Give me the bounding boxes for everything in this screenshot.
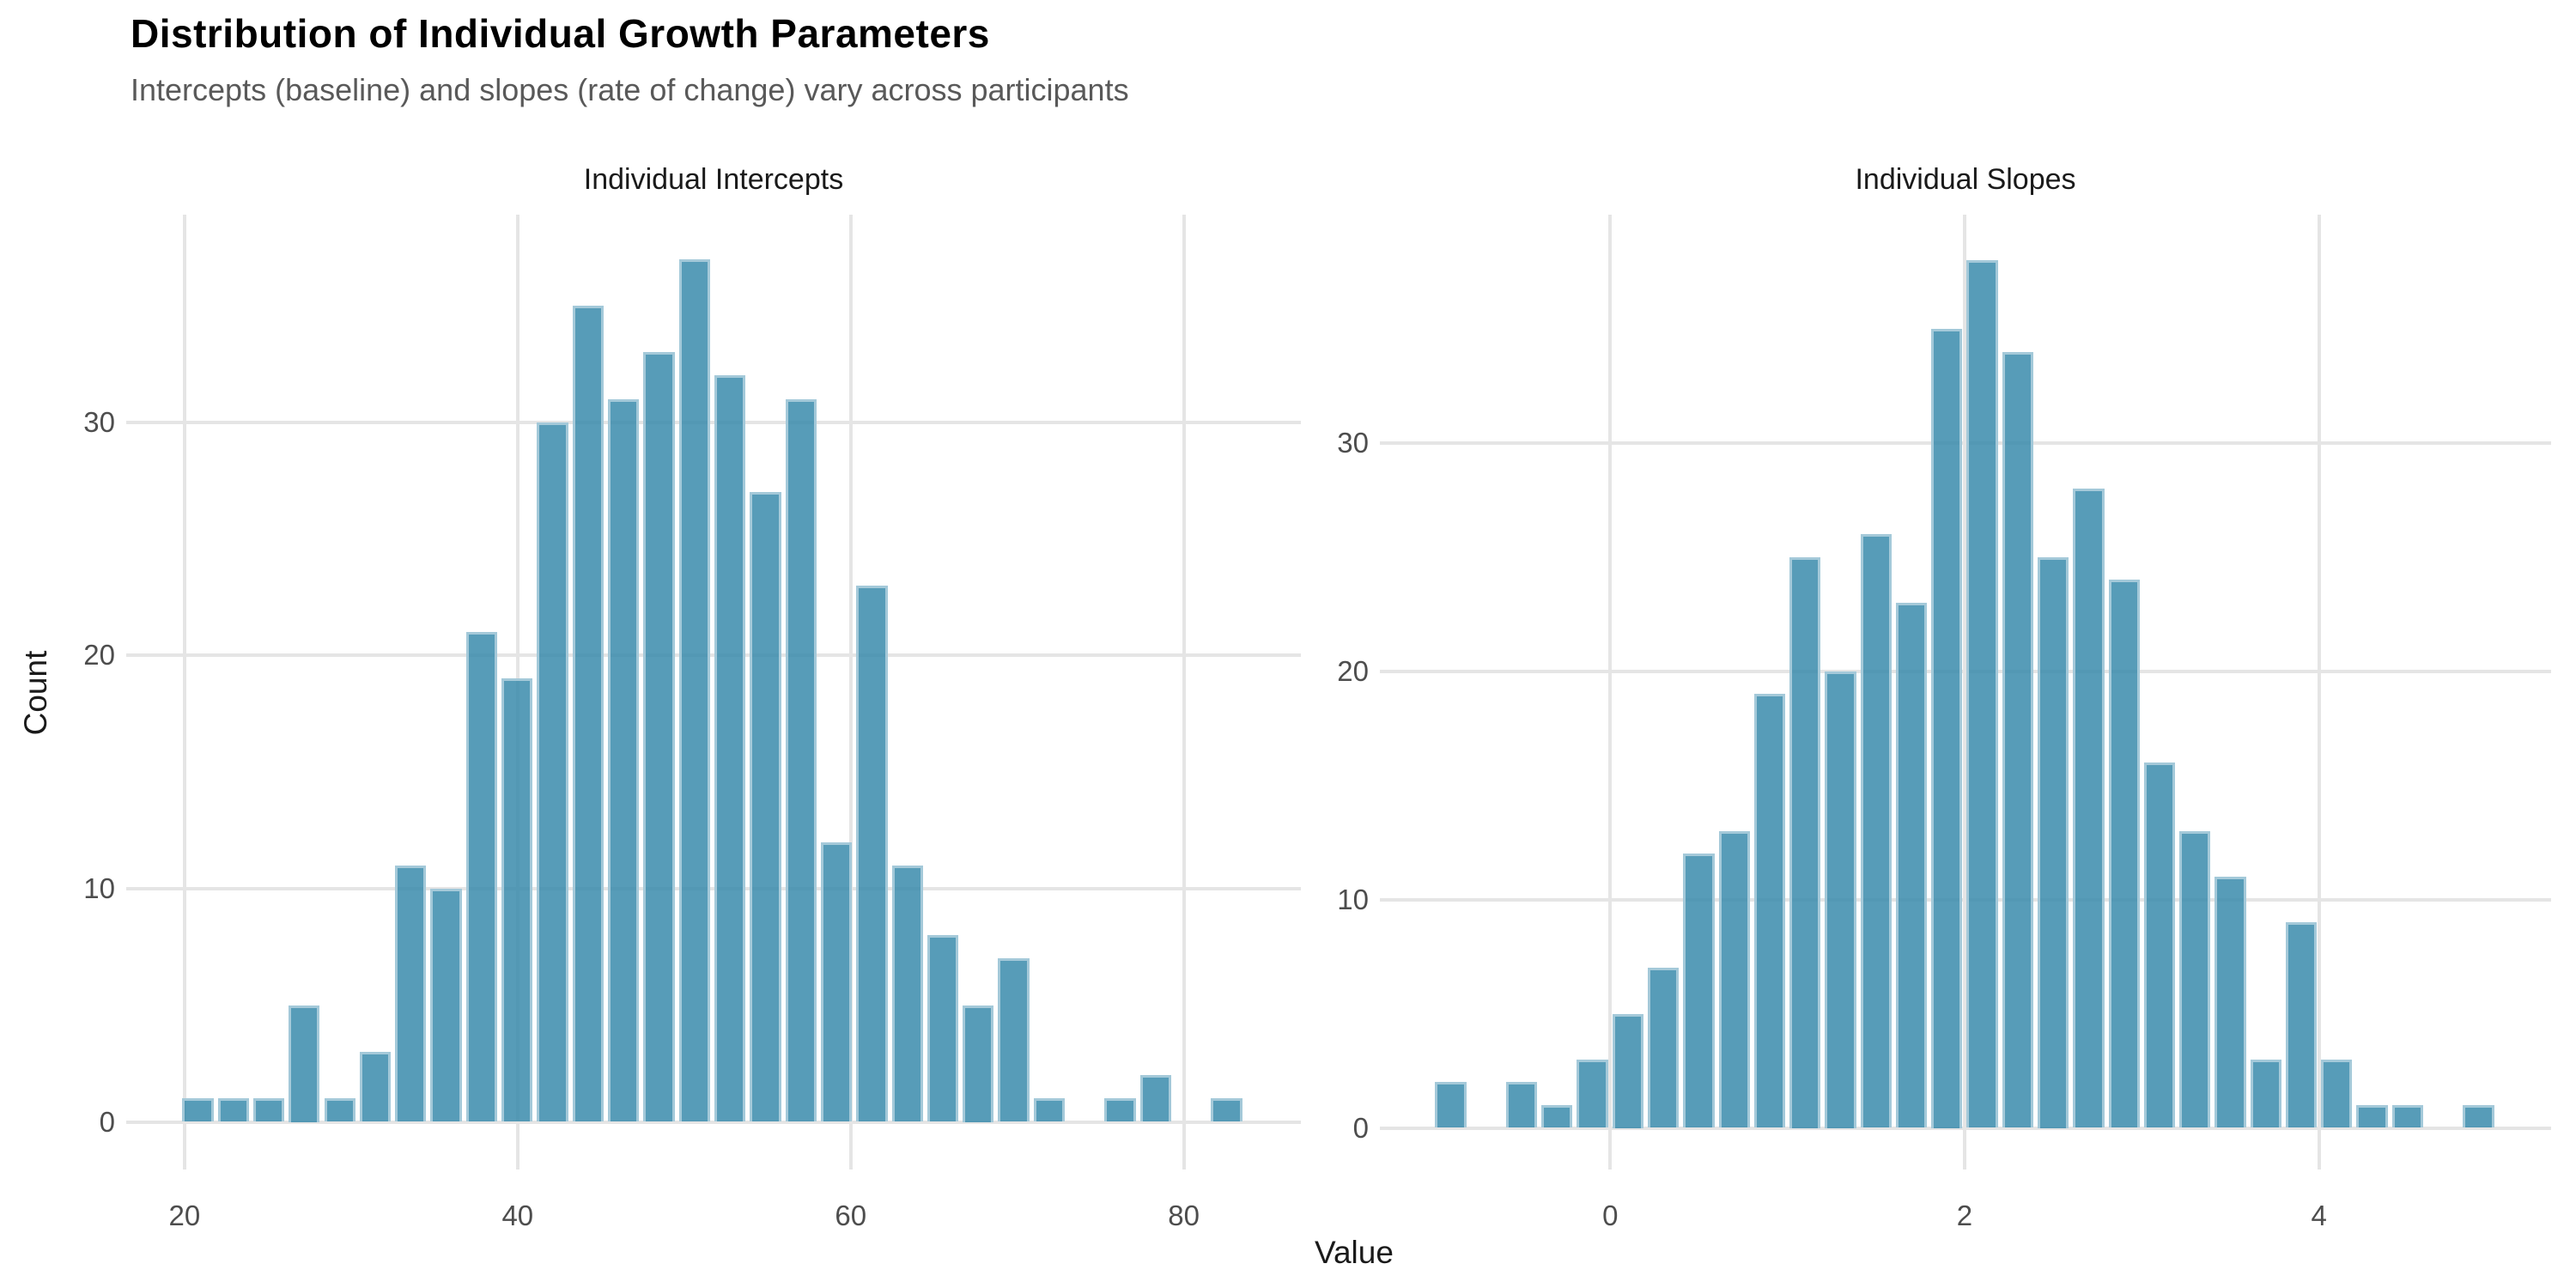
histogram-bar <box>1683 854 1715 1128</box>
histogram-bar <box>1966 260 1998 1128</box>
histogram-bar <box>2285 922 2318 1128</box>
histogram-bar <box>1895 602 1928 1128</box>
histogram-bar <box>1435 1082 1467 1128</box>
histogram-bar <box>252 1098 285 1122</box>
histogram-bar <box>1033 1098 1066 1122</box>
histogram-bar <box>2215 877 2246 1128</box>
histogram-bar <box>2391 1104 2423 1128</box>
histogram-bar <box>217 1098 249 1122</box>
histogram-bar <box>1825 671 1856 1128</box>
histogram-bar <box>1789 556 1821 1128</box>
x-axis-title: Value <box>1315 1235 1394 1270</box>
gridline-x <box>1182 215 1186 1170</box>
histogram-bar <box>714 375 746 1122</box>
histogram-bar <box>2250 1059 2281 1128</box>
histogram-bar <box>2321 1059 2353 1128</box>
y-tick-label: 30 <box>1337 426 1369 459</box>
histogram-bar <box>2143 762 2176 1128</box>
histogram-bar <box>430 888 462 1122</box>
panel-title-slopes: Individual Slopes <box>1855 163 2076 196</box>
histogram-bar <box>1753 694 1786 1128</box>
histogram-bar <box>2179 830 2211 1128</box>
histogram-bar <box>2356 1104 2388 1128</box>
histogram-bar <box>785 398 817 1122</box>
chart-subtitle: Intercepts (baseline) and slopes (rate o… <box>131 72 1129 107</box>
chart-title: Distribution of Individual Growth Parame… <box>131 11 990 56</box>
histogram-bar <box>2463 1104 2494 1128</box>
histogram-bar <box>501 678 533 1122</box>
y-tick-label: 30 <box>83 405 115 438</box>
x-tick-label: 60 <box>835 1200 867 1231</box>
histogram-bar <box>856 585 888 1122</box>
histogram-bar <box>572 305 604 1122</box>
gridline-x <box>2317 215 2321 1170</box>
y-tick-label: 0 <box>99 1105 115 1138</box>
histogram-bar <box>608 398 640 1122</box>
gridline-y <box>126 420 1301 424</box>
histogram-bar <box>1718 830 1750 1128</box>
gridline-x <box>848 215 853 1170</box>
histogram-bar <box>395 865 427 1122</box>
gridline-x <box>182 215 186 1170</box>
y-tick-label: 20 <box>1337 654 1369 687</box>
histogram-bar <box>1505 1082 1538 1128</box>
histogram-bar <box>324 1098 355 1122</box>
y-tick-label: 0 <box>1352 1111 1369 1144</box>
histogram-bar <box>289 1005 320 1122</box>
histogram-bar <box>998 958 1030 1122</box>
histogram-bar <box>359 1052 392 1122</box>
histogram-bar <box>927 935 959 1122</box>
histogram-bar <box>1104 1098 1136 1122</box>
gridline-y <box>126 886 1301 890</box>
histogram-bar <box>1211 1098 1242 1122</box>
y-tick-label: 20 <box>83 639 115 671</box>
panel-title-intercepts: Individual Intercepts <box>583 163 844 196</box>
y-tick-label: 10 <box>83 872 115 904</box>
histogram-bar <box>2073 489 2105 1128</box>
histogram-bar <box>1139 1075 1172 1122</box>
x-tick-label: 20 <box>168 1200 201 1231</box>
histogram-bar <box>1577 1059 1608 1128</box>
x-tick-label: 80 <box>1168 1200 1200 1231</box>
gridline-y <box>126 1120 1301 1124</box>
y-axis-title: Count <box>18 650 53 736</box>
x-tick-label: 0 <box>1602 1200 1619 1231</box>
histogram-bar <box>1860 534 1892 1128</box>
histogram-bar <box>891 865 923 1122</box>
histogram-bar <box>537 422 568 1122</box>
histogram-bar <box>1612 1013 1644 1128</box>
x-tick-label: 40 <box>501 1200 534 1231</box>
y-tick-label: 10 <box>1337 883 1369 915</box>
histogram-bar <box>1931 328 1963 1128</box>
gridline-y <box>126 653 1301 658</box>
x-tick-label: 2 <box>1956 1200 1973 1231</box>
histogram-bar <box>643 352 675 1122</box>
histogram-bar <box>750 492 781 1122</box>
histogram-bar <box>2002 351 2033 1128</box>
histogram-bar <box>465 632 498 1122</box>
histogram-bar <box>963 1005 994 1122</box>
histogram-bar <box>678 258 710 1122</box>
histogram-bar <box>182 1098 214 1122</box>
x-tick-label: 4 <box>2311 1200 2327 1231</box>
histogram-bar <box>1541 1104 1573 1128</box>
histogram-bar <box>820 841 853 1122</box>
histogram-bar <box>2038 556 2069 1128</box>
histogram-bar <box>1648 968 1680 1128</box>
gridline-x <box>1608 215 1613 1170</box>
histogram-bar <box>2108 580 2140 1128</box>
gridline-x <box>1962 215 1966 1170</box>
